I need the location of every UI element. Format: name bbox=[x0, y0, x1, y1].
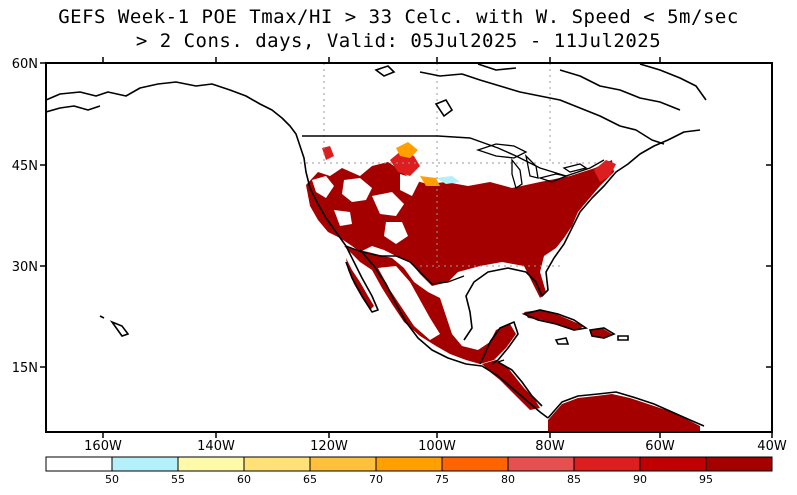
map-frame bbox=[45, 62, 773, 433]
colorbar-label: 70 bbox=[369, 473, 383, 486]
colorbar-swatch bbox=[573, 456, 641, 472]
lat-label-60n: 60N bbox=[12, 57, 38, 72]
lat-label-45n: 45N bbox=[12, 159, 38, 174]
probability-fill-90 bbox=[322, 146, 616, 182]
lat-label-15n: 15N bbox=[12, 361, 38, 376]
lon-label-160w: 160W bbox=[84, 439, 122, 454]
colorbar-swatch bbox=[507, 456, 575, 472]
map-title-line2: > 2 Cons. days, Valid: 05Jul2025 - 11Jul… bbox=[135, 30, 662, 52]
great-lakes bbox=[475, 143, 588, 190]
lon-label-120w: 120W bbox=[310, 439, 348, 454]
map-title-line1: GEFS Week-1 POE Tmax/HI > 33 Celc. with … bbox=[58, 6, 739, 28]
lat-label-30n: 30N bbox=[12, 260, 38, 275]
colorbar-label: 90 bbox=[633, 473, 647, 486]
lon-ticks bbox=[102, 57, 773, 438]
colorbar-swatch bbox=[45, 456, 113, 472]
colorbar-label: 50 bbox=[105, 473, 119, 486]
probability-fill-75 bbox=[396, 142, 440, 186]
colorbar-label: 75 bbox=[435, 473, 449, 486]
colorbar-swatch bbox=[705, 456, 773, 472]
lon-label-40w: 40W bbox=[757, 439, 787, 454]
borders bbox=[302, 135, 605, 365]
colorbar-label: 60 bbox=[237, 473, 251, 486]
colorbar-swatch bbox=[441, 456, 509, 472]
colorbar-label: 95 bbox=[699, 473, 713, 486]
islands bbox=[99, 65, 629, 345]
colorbar-label: 85 bbox=[567, 473, 581, 486]
grid-lines bbox=[300, 63, 600, 268]
colorbar-label: 55 bbox=[171, 473, 185, 486]
lon-label-80w: 80W bbox=[535, 439, 565, 454]
lon-label-60w: 60W bbox=[645, 439, 675, 454]
colorbar-swatch bbox=[375, 456, 443, 472]
colorbar-label: 80 bbox=[501, 473, 515, 486]
colorbar: 50 55 60 65 70 75 80 85 90 95 bbox=[45, 456, 773, 486]
colorbar-swatch bbox=[243, 456, 311, 472]
colorbar-swatch bbox=[177, 456, 245, 472]
colorbar-label: 65 bbox=[303, 473, 317, 486]
coastlines bbox=[46, 63, 707, 427]
colorbar-swatch bbox=[639, 456, 707, 472]
probability-fill bbox=[306, 160, 700, 432]
colorbar-swatch bbox=[309, 456, 377, 472]
map-area bbox=[46, 63, 707, 432]
probability-low-areas bbox=[312, 174, 440, 340]
colorbar-swatch bbox=[111, 456, 179, 472]
lon-label-140w: 140W bbox=[197, 439, 235, 454]
probability-fill-50 bbox=[436, 176, 460, 184]
lat-ticks bbox=[40, 62, 772, 368]
lon-label-100w: 100W bbox=[418, 439, 456, 454]
